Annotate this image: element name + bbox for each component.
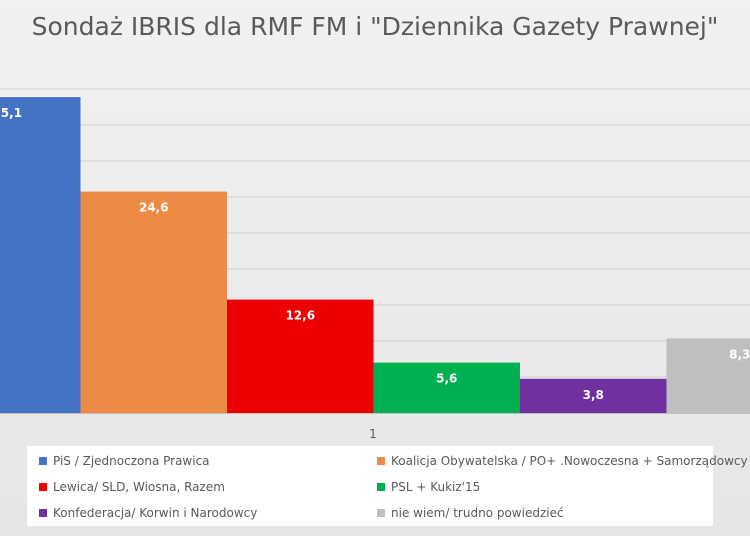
legend-swatch [39,509,47,517]
legend-label: PSL + Kukiz'15 [391,480,481,494]
bar [520,378,667,413]
legend-label: Koalicja Obywatelska / PO+ .Nowoczesna +… [391,454,748,468]
data-label: 3,8 [583,388,604,402]
legend-item: Konfederacja/ Korwin i Narodowcy [39,506,257,520]
bar [80,191,227,413]
legend-label: Konfederacja/ Korwin i Narodowcy [53,506,258,520]
data-label: 8,3 [729,347,750,361]
plot-area: 35,1 24,6 12,6 5,6 3,8 8,3 1 [0,88,750,441]
legend-label: nie wiem/ trudno powiedzieć [391,506,564,520]
bar [373,362,520,413]
legend-item: Koalicja Obywatelska / PO+ .Nowoczesna +… [377,454,748,468]
bar [666,338,750,413]
legend-swatch [377,483,385,491]
data-label: 24,6 [139,201,169,215]
data-label: 5,6 [436,372,457,386]
x-tick-label: 1 [369,427,377,441]
data-label: 35,1 [0,106,22,120]
legend-item: PiS / Zjednoczona Prawica [39,454,210,468]
legend-swatch [377,457,385,465]
legend: PiS / Zjednoczona Prawica Koalicja Obywat… [27,446,748,526]
data-label: 12,6 [285,309,315,323]
legend-swatch [377,509,385,517]
chart-title: Sondaż IBRIS dla RMF FM i "Dziennika Gaz… [31,12,719,41]
legend-item: PSL + Kukiz'15 [377,480,480,494]
legend-item: nie wiem/ trudno powiedzieć [377,506,564,520]
legend-label: PiS / Zjednoczona Prawica [53,454,210,468]
bar [0,97,81,413]
bar [227,299,374,413]
legend-label: Lewica/ SLD, Wiosna, Razem [53,480,225,494]
legend-swatch [39,457,47,465]
legend-swatch [39,483,47,491]
legend-item: Lewica/ SLD, Wiosna, Razem [39,480,225,494]
